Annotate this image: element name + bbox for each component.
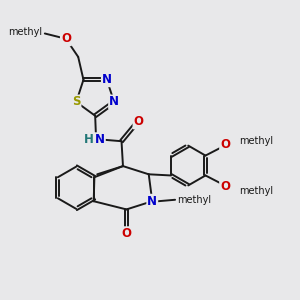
Text: methyl: methyl — [8, 27, 43, 37]
Text: H: H — [84, 133, 94, 146]
Text: N: N — [109, 95, 119, 109]
Text: S: S — [72, 95, 80, 109]
Text: N: N — [102, 73, 112, 86]
Text: methyl: methyl — [239, 136, 273, 146]
Text: O: O — [61, 32, 71, 45]
Text: N: N — [95, 133, 105, 146]
Text: methyl: methyl — [177, 195, 211, 205]
Text: O: O — [134, 116, 143, 128]
Text: O: O — [220, 180, 230, 193]
Text: O: O — [122, 227, 131, 240]
Text: methyl: methyl — [239, 186, 273, 196]
Text: O: O — [220, 138, 230, 151]
Text: N: N — [147, 195, 157, 208]
